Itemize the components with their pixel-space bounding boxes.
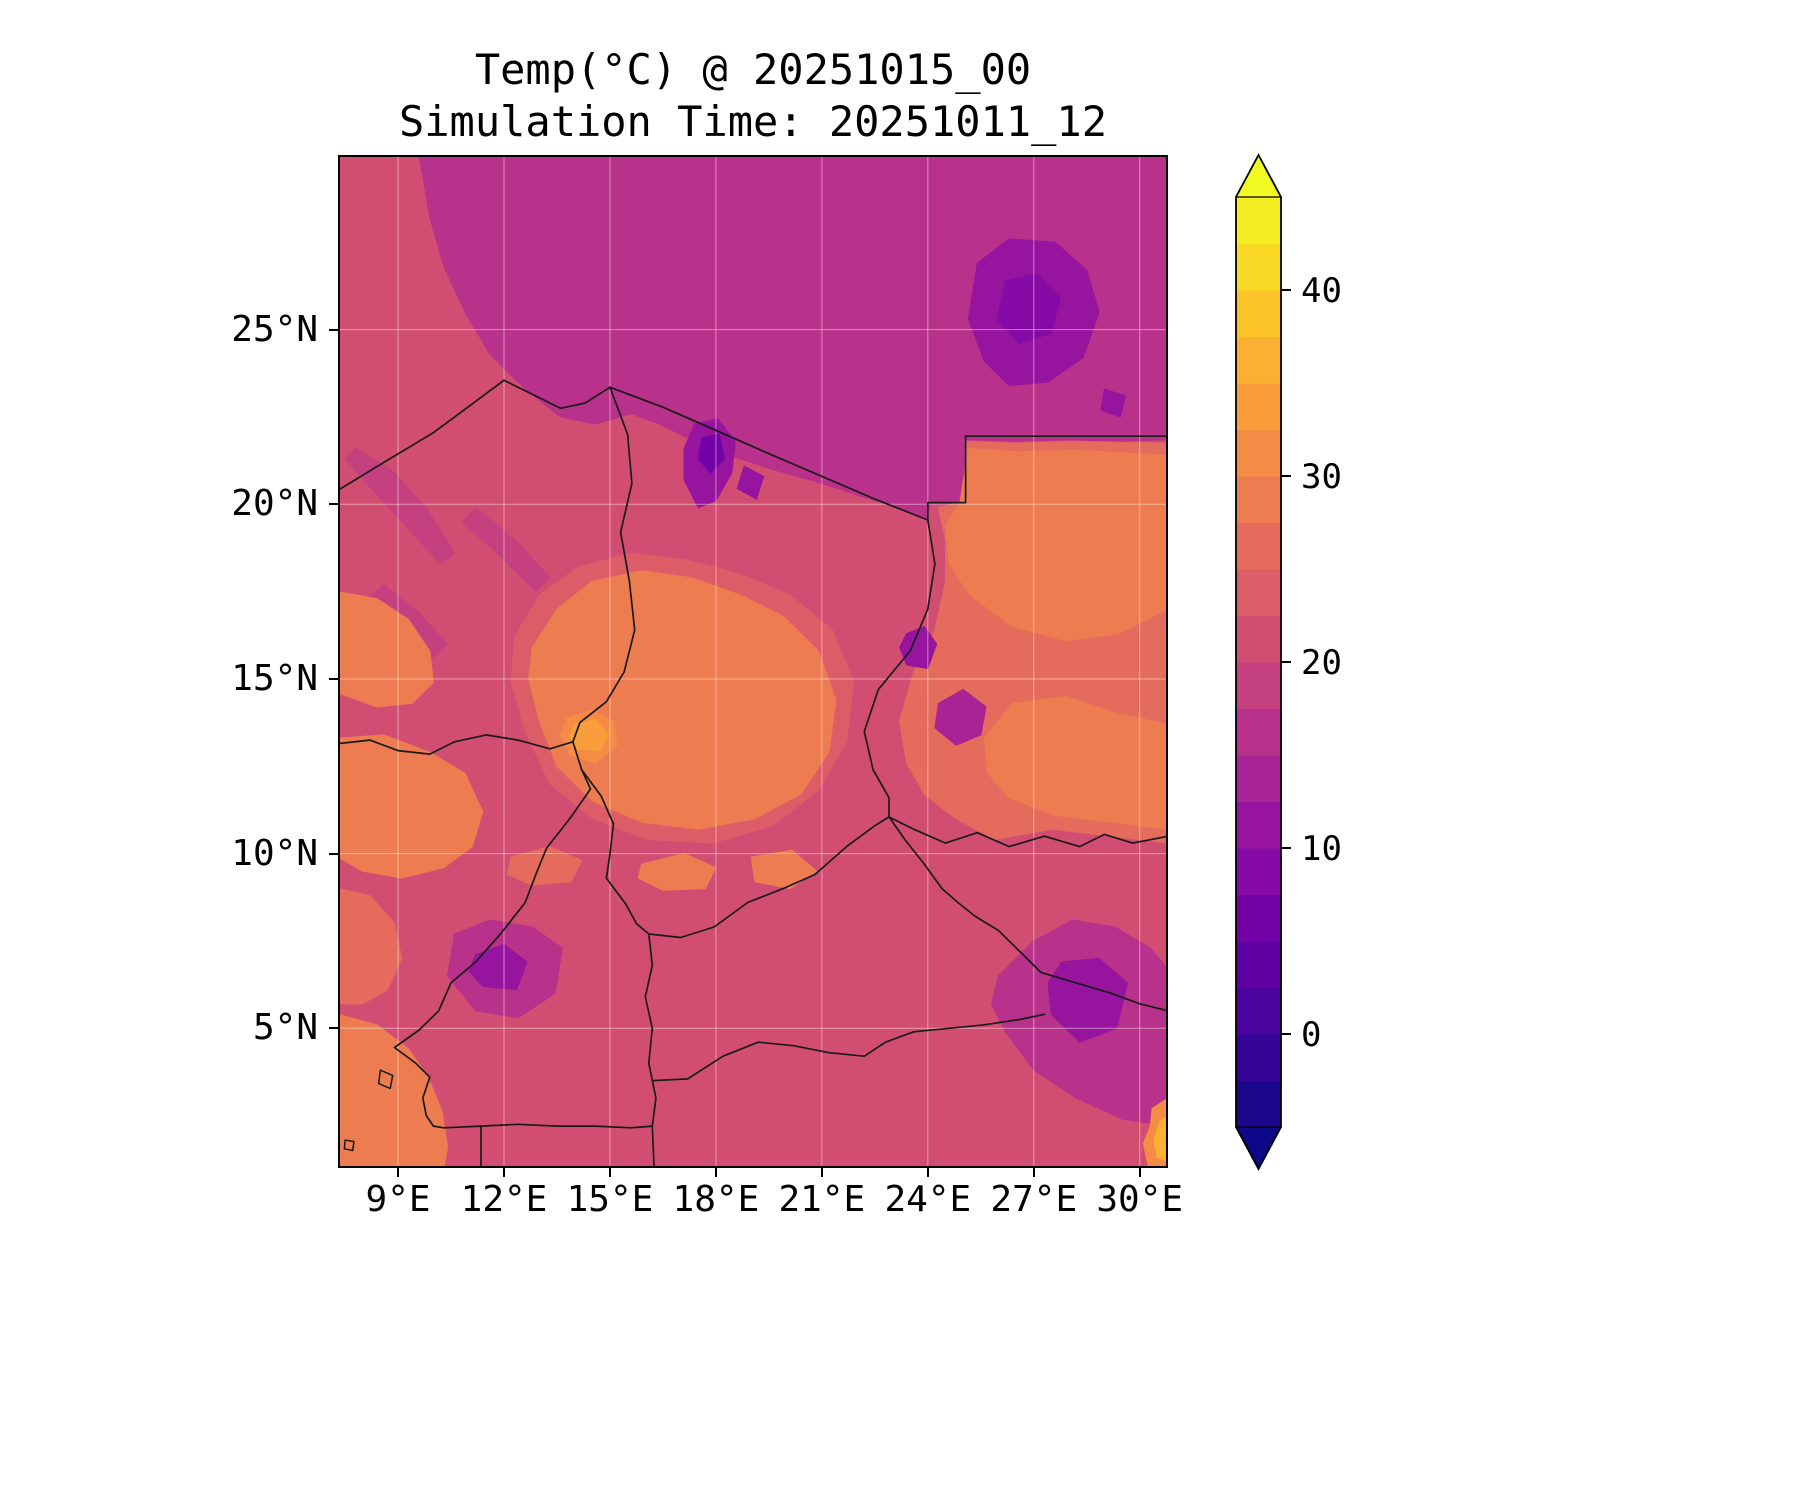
temp-region-sahel-warm-core <box>528 570 837 830</box>
temp-region-sahara-north-magenta <box>418 155 1168 519</box>
x-tick-mark <box>714 1168 717 1177</box>
y-tick-label: 15°N <box>231 657 318 699</box>
x-tick-label: 24°E <box>884 1179 972 1220</box>
border-atlantic-coastline <box>393 1046 445 1129</box>
temp-region-ne-highlands-core <box>996 273 1061 345</box>
y-tick-mark <box>329 328 338 331</box>
colorbar-band <box>1236 848 1281 896</box>
border-sudan-south-sudan <box>888 816 1168 848</box>
plot-title: Temp(°C) @ 20251015_00 <box>474 45 1032 94</box>
border-libya-sudan-egypt-steps <box>926 435 967 521</box>
colorbar-band <box>1236 941 1281 989</box>
y-tick-label: 25°N <box>231 308 318 350</box>
temp-region-sudan-orange-north <box>945 447 1168 641</box>
temp-region-gulf-coast-warm <box>338 1013 448 1168</box>
colorbar-band <box>1236 662 1281 710</box>
x-tick-label: 30°E <box>1096 1179 1184 1220</box>
x-tick-mark <box>397 1168 400 1177</box>
colorbar-over-arrow <box>1236 155 1281 197</box>
x-tick-label: 18°E <box>672 1179 760 1220</box>
temp-region-west-warm-mid <box>338 591 434 708</box>
x-tick-label: 15°E <box>566 1179 654 1220</box>
map-frame <box>338 155 1168 1168</box>
border-car-south-sudan <box>888 816 1168 1012</box>
x-tick-mark <box>926 1168 929 1177</box>
border-chad-car <box>647 816 890 939</box>
border-chad-cameroon <box>572 740 650 935</box>
x-tick-label: 9°E <box>365 1179 431 1220</box>
border-car-drc <box>651 1013 1046 1082</box>
x-tick-mark <box>1032 1168 1035 1177</box>
x-tick-label: 12°E <box>460 1179 548 1220</box>
border-cameroon-nigeria <box>393 768 592 1049</box>
temp-region-tiny-island <box>343 1139 355 1152</box>
temp-region-se-highlands-purple <box>1047 957 1128 1043</box>
y-tick-label: 20°N <box>231 483 318 525</box>
colorbar-band <box>1236 987 1281 1035</box>
border-niger-nigeria <box>338 734 574 755</box>
colorbar-band <box>1236 197 1281 245</box>
colorbar-band <box>1236 615 1281 663</box>
colorbar-band <box>1236 569 1281 617</box>
temp-region-west-warm-small <box>338 888 403 1005</box>
y-tick-mark <box>329 1027 338 1030</box>
x-tick-mark <box>1138 1168 1141 1177</box>
temp-region-west-warm-south <box>338 734 484 879</box>
temp-region-sudan-purple-spot <box>934 688 987 746</box>
border-niger-libya <box>503 379 611 410</box>
colorbar-band <box>1236 755 1281 803</box>
x-tick-mark <box>608 1168 611 1177</box>
temp-region-sudan-orange-south <box>983 695 1168 830</box>
x-tick-label: 21°E <box>778 1179 866 1220</box>
colorbar-under-arrow <box>1236 1127 1281 1169</box>
plot-subtitle: Simulation Time: 20251011_12 <box>398 97 1107 146</box>
y-tick-label: 10°N <box>231 832 318 874</box>
temp-region-ne-purple-spot <box>1100 388 1127 418</box>
colorbar-tick-label: 10 <box>1301 829 1342 869</box>
colorbar-band <box>1236 1080 1281 1128</box>
colorbar-tick-label: 0 <box>1301 1015 1321 1055</box>
x-tick-mark <box>820 1168 823 1177</box>
y-tick-mark <box>329 503 338 506</box>
y-tick-mark <box>329 677 338 680</box>
colorbar-band <box>1236 476 1281 524</box>
border-chad-sudan <box>863 519 936 818</box>
colorbar-band <box>1236 1034 1281 1082</box>
colorbar-band <box>1236 336 1281 384</box>
border-cameroon-car <box>644 933 657 1168</box>
temp-region-tibesti-spot-east <box>736 465 765 500</box>
temp-region-west-streak-3 <box>461 507 551 593</box>
colorbar-band <box>1236 243 1281 291</box>
colorbar-band <box>1236 894 1281 942</box>
temp-region-sahel-patch-c <box>507 846 583 886</box>
colorbar: 40 30 20 10 0 <box>1235 153 1342 1171</box>
y-tick-mark <box>329 852 338 855</box>
colorbar-band <box>1236 522 1281 570</box>
temp-region-bioko-island <box>377 1069 394 1090</box>
temp-region-air-mountains-streak <box>344 447 456 565</box>
colorbar-band <box>1236 383 1281 431</box>
border-algeria-niger <box>338 379 505 492</box>
temp-region-tibesti-core <box>697 433 726 474</box>
x-tick-mark <box>503 1168 505 1177</box>
border-libya-chad <box>609 386 929 521</box>
colorbar-tick-label: 40 <box>1301 271 1342 311</box>
colorbar-band <box>1236 429 1281 477</box>
x-tick-label: 27°E <box>990 1179 1078 1220</box>
colorbar-band <box>1236 290 1281 338</box>
colorbar-tick-label: 20 <box>1301 643 1342 683</box>
colorbar-band <box>1236 708 1281 756</box>
colorbar-band <box>1236 801 1281 849</box>
map-layers <box>338 155 1168 1168</box>
temperature-map <box>338 155 1168 1168</box>
y-tick-label: 5°N <box>252 1007 318 1049</box>
border-niger-chad <box>572 386 636 743</box>
colorbar-tick-label: 30 <box>1301 457 1342 497</box>
